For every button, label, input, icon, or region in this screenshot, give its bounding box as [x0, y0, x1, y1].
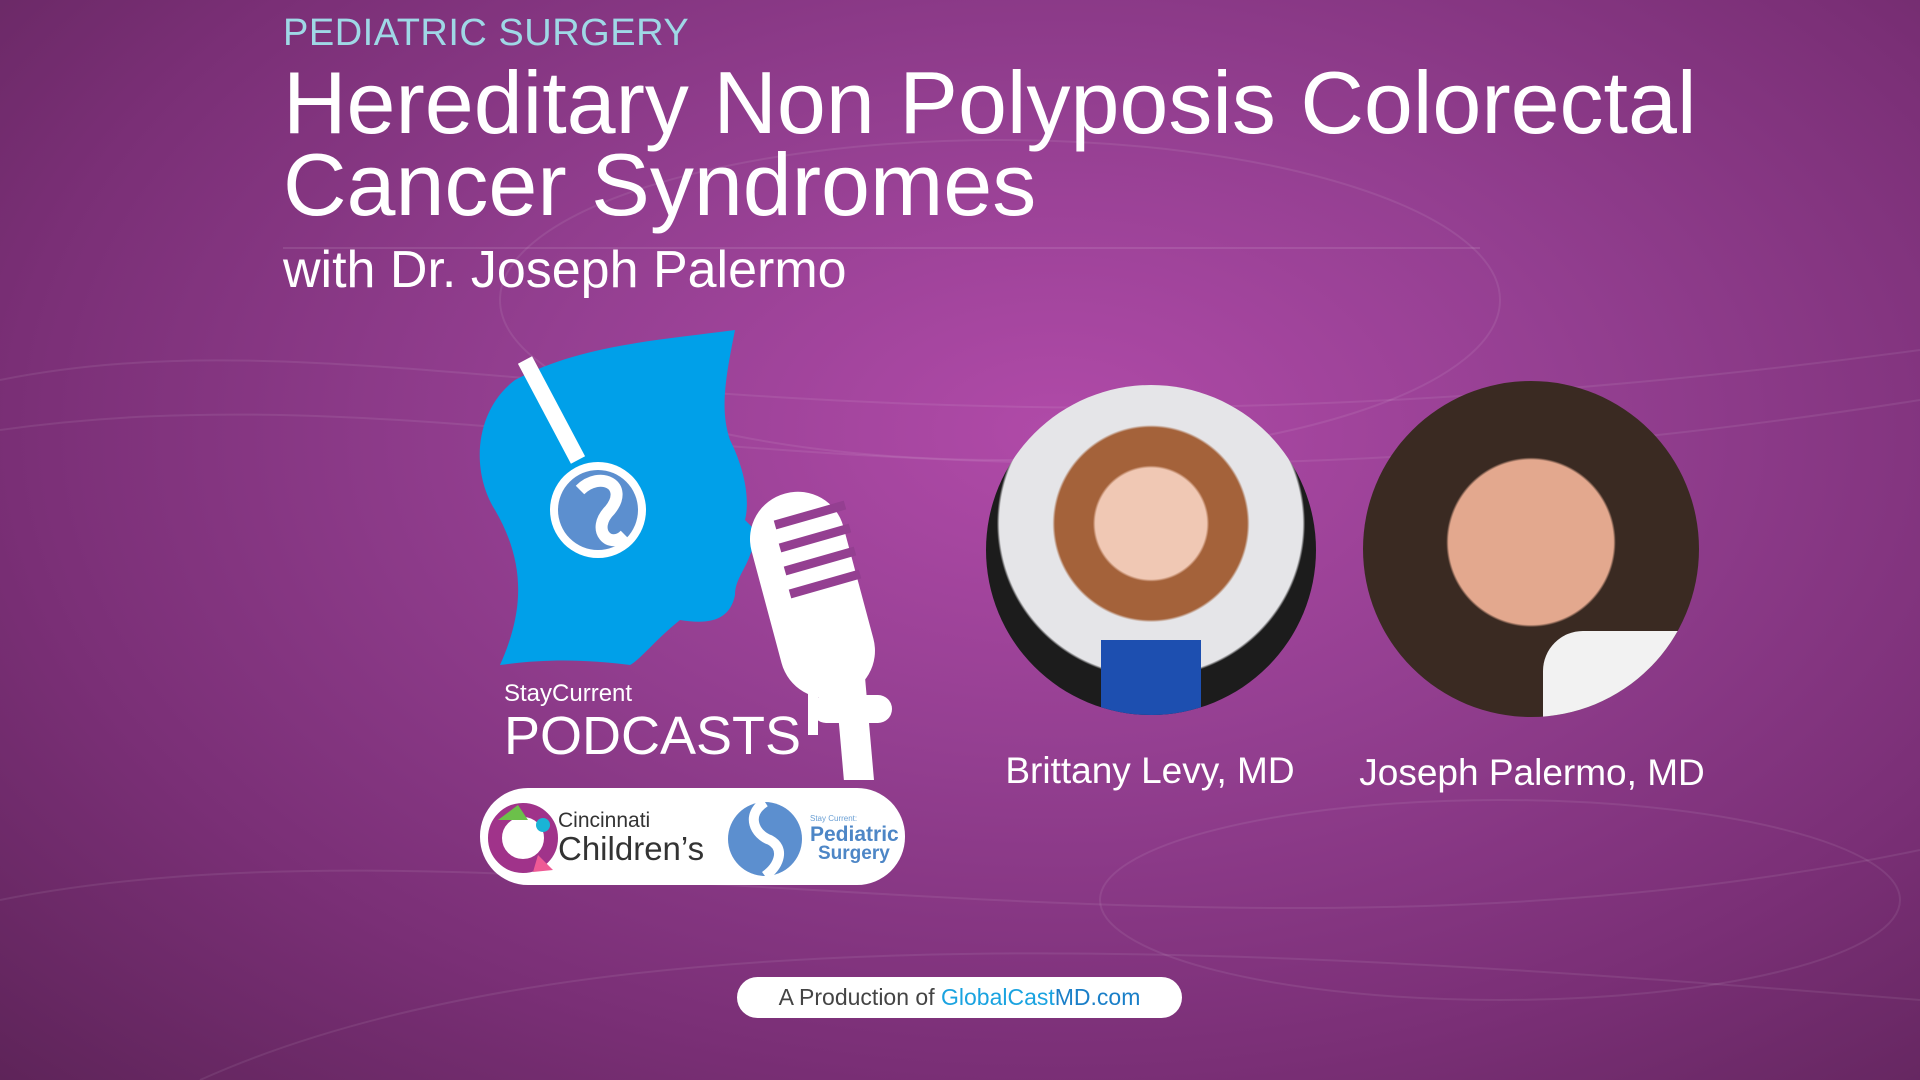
title-line-1: Hereditary Non Polyposis Colorectal [283, 53, 1697, 152]
podcasts-label: PODCASTS [504, 706, 802, 766]
speaker-photo-brittany-levy [986, 385, 1316, 715]
title-line-2: Cancer Syndromes [283, 135, 1037, 234]
partner2-line2: Surgery [818, 843, 890, 864]
partner2-line1: Pediatric [810, 823, 899, 846]
cincinnati-childrens-logo-icon [488, 803, 558, 873]
speaker-name: Joseph Palermo, MD [1359, 752, 1705, 793]
brand-a: GlobalCast [940, 984, 1055, 1010]
brand-b: MD.com [1054, 984, 1141, 1010]
speaker-name: Brittany Levy, MD [1005, 750, 1295, 791]
credit-prefix: A Production of [778, 984, 935, 1010]
partner1-line1: Cincinnati [558, 809, 651, 832]
partner1-line2: Children’s [558, 830, 705, 867]
partner2-small: Stay Current: [810, 814, 858, 823]
pediatric-surgery-globe-icon [728, 800, 802, 878]
partner-logos: Cincinnati Children’s Stay Current: Pedi… [480, 788, 905, 885]
production-credit: A Production of GlobalCastMD.com [737, 977, 1182, 1018]
speaker-photo-joseph-palermo [1363, 381, 1699, 717]
staycurrent-label: StayCurrent [504, 680, 633, 707]
globalcastmd-link[interactable]: GlobalCastMD.com [941, 984, 1140, 1010]
category-label: PEDIATRIC SURGERY [283, 12, 690, 54]
subtitle: with Dr. Joseph Palermo [283, 241, 847, 299]
podcast-logo-icon [479, 330, 892, 780]
page-title: Hereditary Non Polyposis Colorectal Canc… [283, 53, 1783, 234]
